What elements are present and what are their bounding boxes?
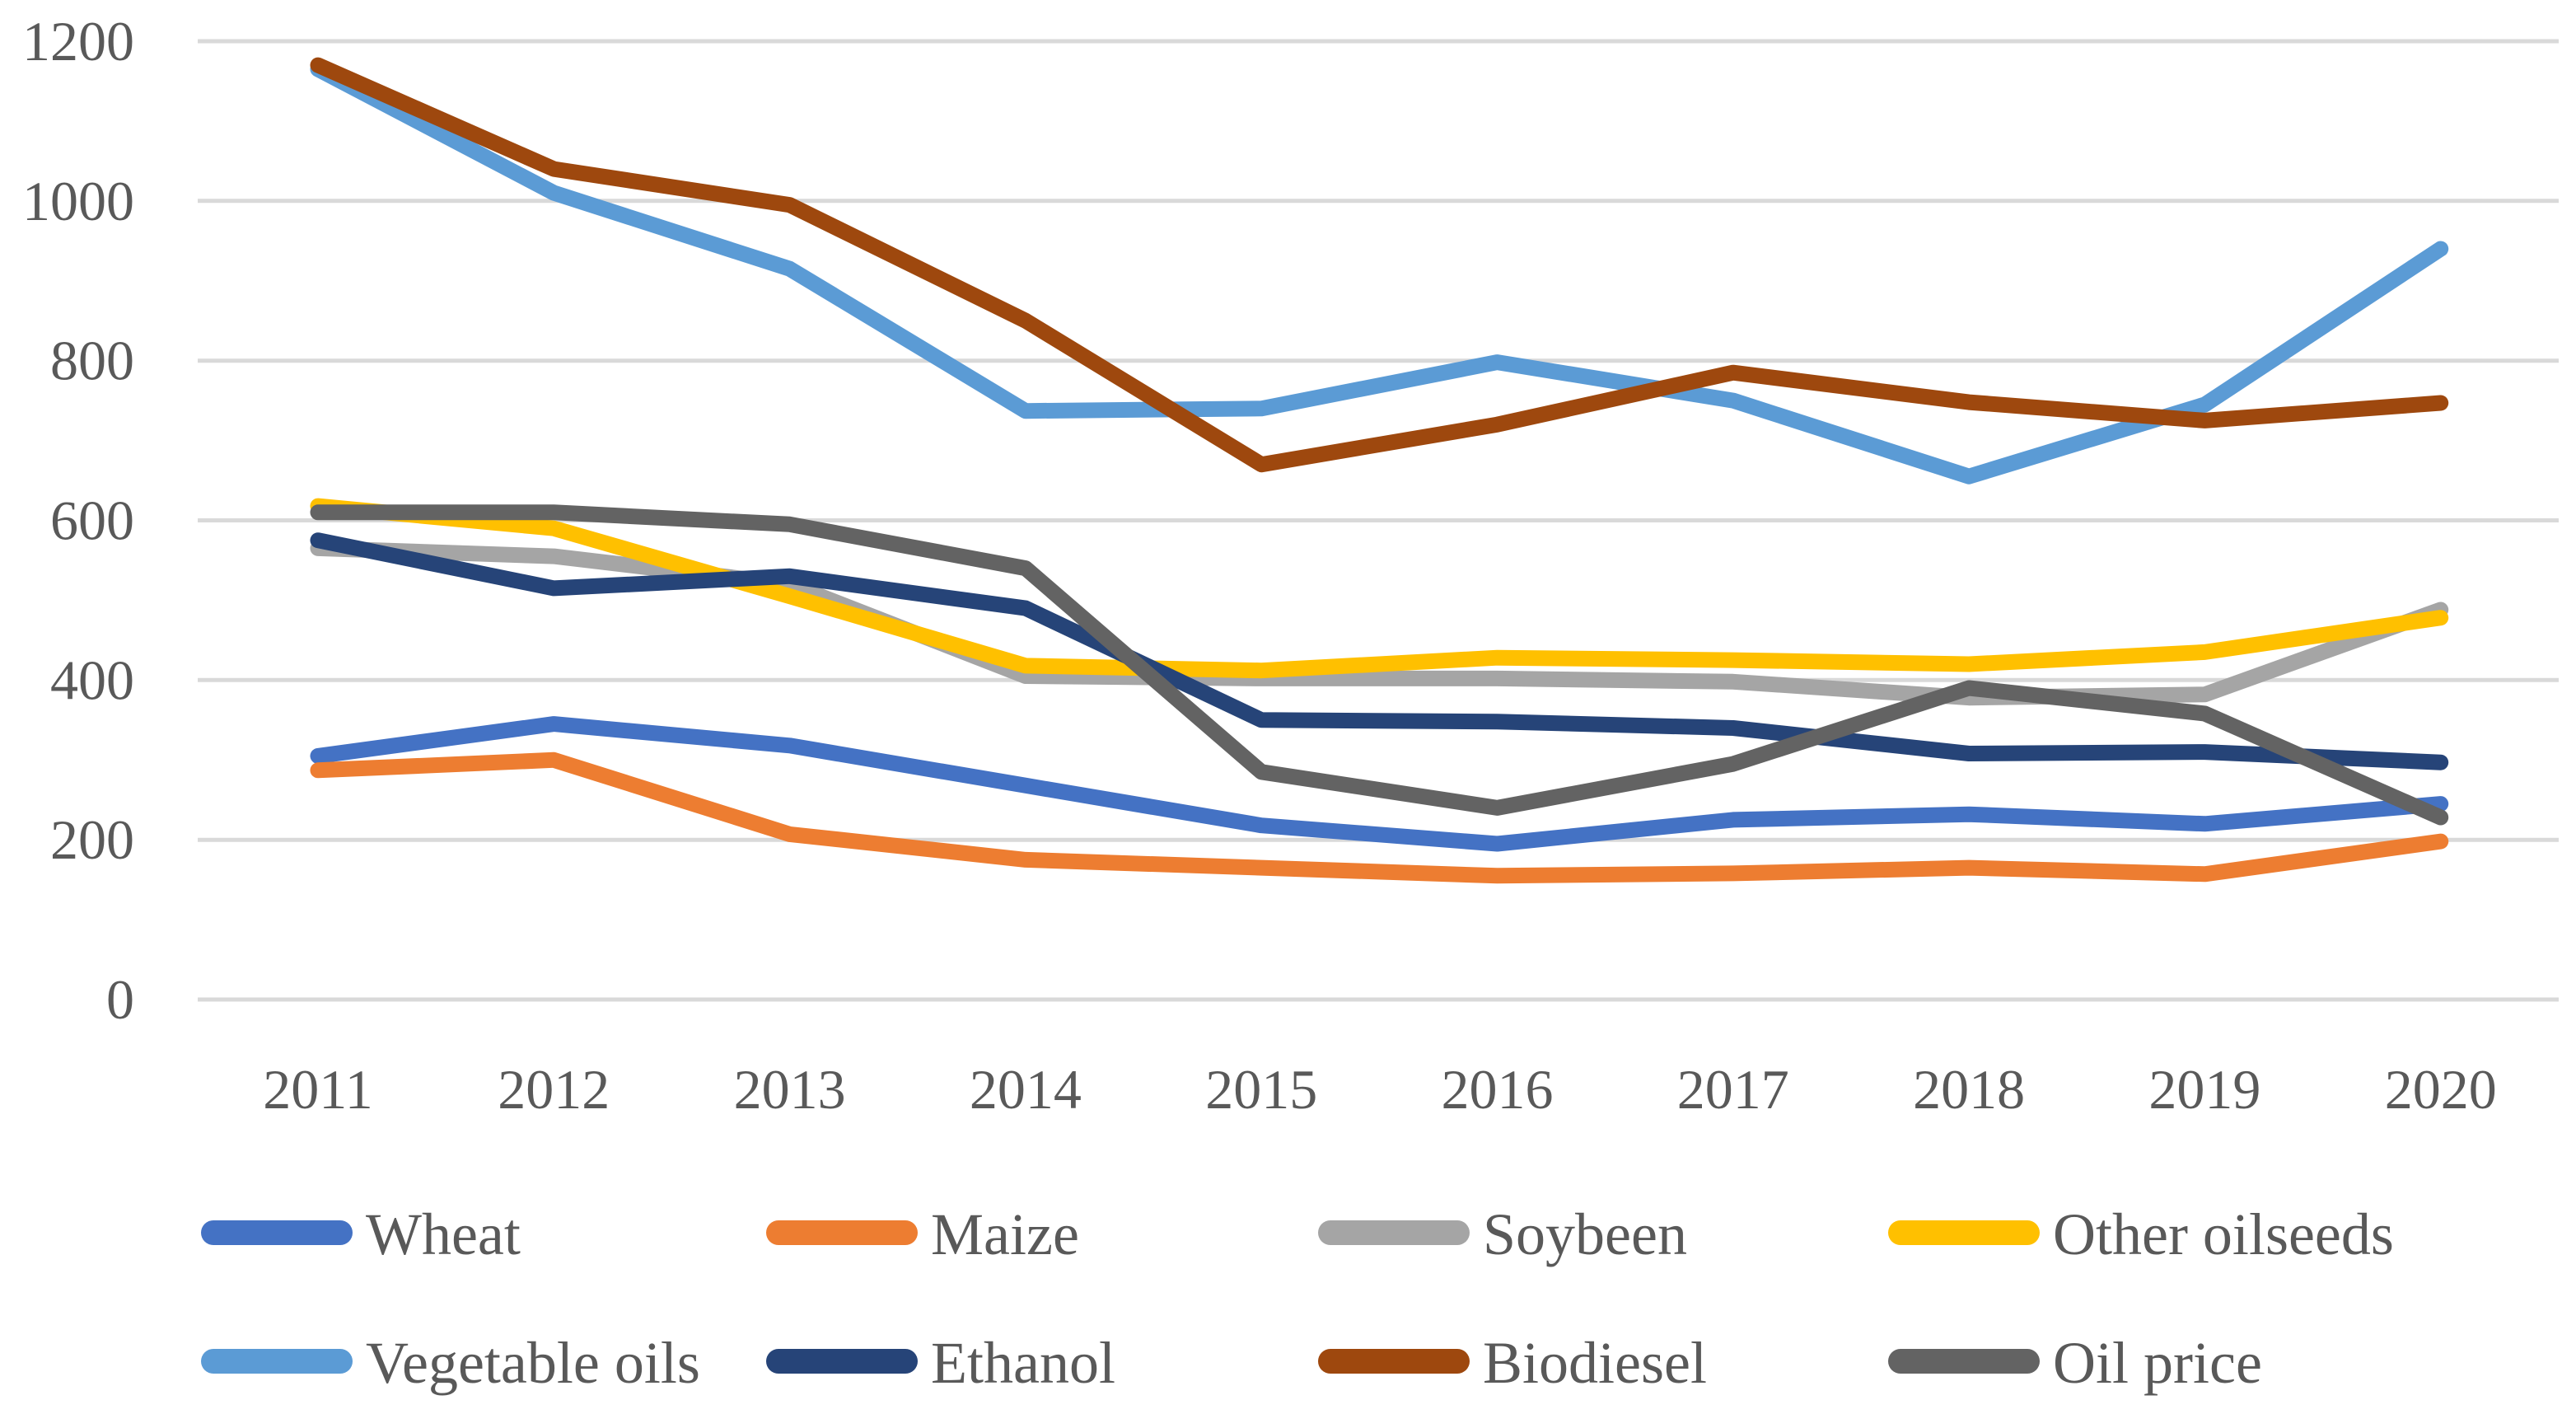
x-tick-label-2014: 2014 [970,1058,1082,1121]
legend-swatch-oil-price [1888,1349,2040,1374]
legend-item-soybeen: Soybeen [1318,1201,1687,1267]
series-line-wheat [310,716,2449,852]
legend-item-ethanol: Ethanol [766,1330,1115,1396]
x-tick-label-2020: 2020 [2385,1058,2497,1121]
x-tick-label-2012: 2012 [498,1058,610,1121]
legend-item-maize: Maize [766,1201,1079,1267]
series-line-maize [310,751,2449,884]
legend-swatch-maize [766,1220,918,1245]
legend-label-maize: Maize [931,1201,1079,1267]
legend-label-vegetable-oils: Vegetable oils [366,1330,700,1396]
y-tick-label-1200: 1200 [22,10,134,73]
y-tick-label-200: 200 [50,808,134,871]
series-line-other-oilseeds [310,498,2449,679]
y-tick-label-800: 800 [50,330,134,392]
x-axis-labels: 2011 2012 2013 2014 2015 2016 2017 2018 2019 2020 [263,1058,2496,1121]
legend-swatch-wheat [201,1220,353,1245]
legend-item-vegetable-oils: Vegetable oils [201,1330,700,1396]
legend-swatch-other-oilseeds [1888,1220,2040,1245]
series-line-oil-price [310,504,2449,826]
legend: Wheat Maize Soybeen Other oilseeds Vegetable… [201,1201,2394,1396]
legend-item-biodiesel: Biodiesel [1318,1330,1707,1396]
legend-item-other-oilseeds: Other oilseeds [1888,1201,2394,1267]
legend-label-soybeen: Soybeen [1483,1201,1687,1267]
legend-swatch-soybeen [1318,1220,1470,1245]
y-tick-label-400: 400 [50,648,134,711]
x-tick-label-2013: 2013 [734,1058,846,1121]
x-tick-label-2015: 2015 [1205,1058,1317,1121]
legend-label-wheat: Wheat [366,1201,521,1267]
x-tick-label-2011: 2011 [263,1058,372,1121]
y-axis-labels: 0 200 400 600 800 1000 1200 [22,10,134,1031]
series-line-ethanol [310,532,2449,770]
y-tick-label-1000: 1000 [22,170,134,232]
legend-item-oil-price: Oil price [1888,1330,2262,1396]
legend-item-wheat: Wheat [201,1201,521,1267]
x-tick-label-2016: 2016 [1442,1058,1554,1121]
series-line-biodiesel [310,57,2449,473]
legend-label-oil-price: Oil price [2053,1330,2262,1396]
legend-label-biodiesel: Biodiesel [1483,1330,1707,1396]
legend-label-other-oilseeds: Other oilseeds [2053,1201,2394,1267]
x-tick-label-2017: 2017 [1677,1058,1789,1121]
x-tick-label-2018: 2018 [1913,1058,2025,1121]
legend-label-ethanol: Ethanol [931,1330,1115,1396]
y-tick-label-0: 0 [106,968,134,1031]
legend-swatch-biodiesel [1318,1349,1470,1374]
series-lines [310,57,2449,884]
legend-swatch-ethanol [766,1349,918,1374]
x-tick-label-2019: 2019 [2148,1058,2260,1121]
series-line-vegetable-oils [310,61,2449,485]
legend-swatch-vegetable-oils [201,1349,353,1374]
series-line-soybeen [310,540,2449,706]
y-tick-label-600: 600 [50,489,134,552]
